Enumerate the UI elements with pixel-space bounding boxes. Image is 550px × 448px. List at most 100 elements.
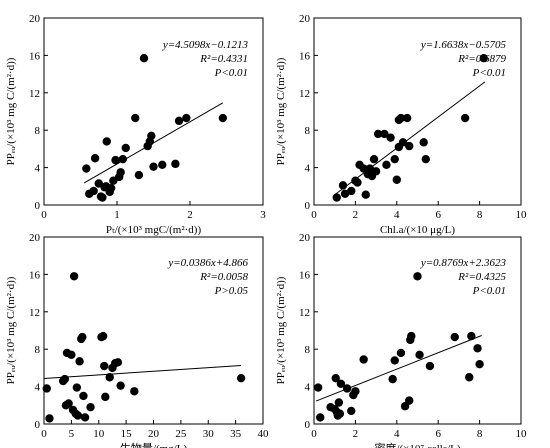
data-point [158, 160, 167, 169]
data-point [331, 373, 340, 383]
x-tick-label: 1 [114, 209, 120, 221]
data-point [380, 129, 389, 139]
y-tick-label: 12 [29, 307, 40, 319]
y-axis-label: PPₑᵤ/(×10³ mg C/(m²·d)) [5, 276, 17, 384]
y-tick-label: 16 [299, 50, 311, 62]
data-point [332, 193, 341, 202]
data-point [313, 383, 323, 392]
data-point [334, 398, 344, 407]
x-tick-label: 15 [121, 428, 133, 440]
data-point [45, 414, 54, 423]
data-point [139, 54, 149, 63]
x-axis-label: Pₜ/(×10³ mgC/(m²·d)) [106, 224, 202, 236]
data-point [80, 413, 90, 422]
y-axis-label: PPₑᵤ/(×10³ mg C/(m²·d)) [275, 57, 287, 165]
y-tick-label: 12 [299, 307, 310, 319]
y-tick-label: 20 [29, 13, 41, 25]
x-tick-label: 35 [230, 428, 242, 440]
y-tick-label: 16 [299, 269, 311, 281]
data-point [467, 331, 476, 341]
data-point [131, 113, 140, 123]
data-point [396, 348, 406, 358]
data-point [353, 178, 362, 187]
data-point [116, 381, 125, 390]
y-axis-label: PPₑᵤ/(×10³ mg C/(m²·d)) [275, 276, 287, 384]
plot-frame [313, 236, 522, 425]
data-point [398, 138, 408, 147]
x-tick-label: 4 [394, 209, 400, 221]
data-point [465, 373, 474, 382]
regression-annotation: y=4.5098x−0.1213 [162, 39, 249, 51]
x-tick-label: 2 [353, 428, 359, 440]
data-point [386, 133, 395, 142]
regression-annotation: y=0.0386x+4.866 [167, 257, 248, 269]
x-tick-label: 3 [260, 209, 266, 221]
plot-frame [313, 17, 522, 206]
regression-annotation: y=0.8769x+2.3623 [420, 257, 507, 269]
data-point [113, 358, 123, 367]
x-tick-label: 10 [516, 209, 528, 221]
regression-annotation: P<0.01 [214, 67, 248, 79]
regression-annotation: P<0.01 [472, 67, 506, 79]
regression-annotation: R²=0.4331 [199, 53, 248, 65]
y-tick-label: 8 [305, 125, 311, 137]
y-axis-label: PPₑᵤ/(×10³ mg C/(m²·d)) [5, 57, 17, 165]
data-point [67, 350, 76, 360]
data-point [407, 331, 416, 341]
data-point [450, 332, 459, 342]
x-tick-label: 40 [258, 428, 270, 440]
data-point [134, 170, 144, 180]
regression-annotation: R²=0.0058 [199, 271, 248, 283]
data-point [475, 359, 484, 369]
data-point [78, 332, 87, 342]
data-point [473, 344, 482, 353]
data-point [425, 361, 435, 371]
y-tick-label: 16 [29, 269, 41, 281]
data-point [390, 154, 399, 164]
x-tick-label: 0 [311, 428, 317, 440]
data-point [79, 391, 88, 401]
data-point [369, 154, 379, 164]
data-point [116, 168, 125, 177]
y-tick-label: 16 [29, 50, 41, 62]
data-point [64, 399, 73, 408]
data-point [405, 396, 414, 405]
x-axis-label: 密度/(×10⁷ cells/L) [374, 441, 460, 448]
regression-line [315, 335, 482, 402]
data-point [90, 154, 100, 163]
data-point [60, 374, 70, 384]
data-point [101, 392, 110, 402]
data-point [98, 331, 108, 341]
data-point [98, 193, 107, 202]
regression-line [43, 365, 242, 380]
data-point [419, 138, 428, 147]
data-point [382, 160, 391, 169]
data-point [338, 181, 348, 190]
data-point [174, 116, 184, 126]
data-point [392, 175, 401, 184]
data-point [236, 373, 246, 383]
data-point [371, 167, 381, 176]
data-point [69, 272, 79, 281]
regression-annotation: P>0.05 [214, 285, 249, 297]
x-tick-label: 2 [187, 209, 193, 221]
y-tick-label: 12 [299, 88, 310, 100]
x-tick-label: 0 [311, 209, 317, 221]
data-point [118, 154, 128, 164]
x-tick-label: 30 [203, 428, 215, 440]
plot-frame [43, 17, 264, 206]
x-tick-label: 5 [69, 428, 75, 440]
data-point [100, 361, 109, 371]
x-tick-label: 10 [93, 428, 105, 440]
data-point [218, 113, 228, 123]
x-tick-label: 0 [41, 428, 47, 440]
data-point [106, 183, 116, 193]
data-point [105, 373, 114, 382]
data-point [402, 113, 412, 123]
data-point [335, 409, 345, 418]
data-point [361, 190, 370, 199]
x-axis-label: 生物量/(mg/L) [120, 441, 188, 448]
data-point [479, 54, 488, 63]
data-point [89, 186, 98, 196]
